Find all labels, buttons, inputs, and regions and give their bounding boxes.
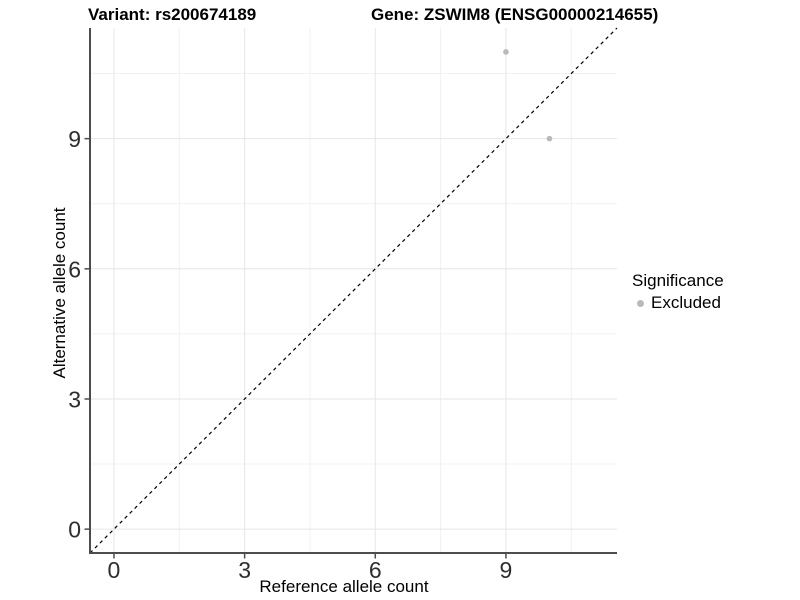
plot-title-variant: Variant: rs200674189 [88, 5, 257, 24]
x-tick-label: 9 [500, 557, 513, 583]
y-tick-label: 6 [68, 256, 81, 282]
legend-point-icon [636, 299, 644, 307]
identity-line [89, 27, 618, 554]
y-tick-label: 9 [68, 126, 81, 152]
legend-item-excluded: Excluded [632, 293, 724, 313]
x-axis-title: Reference allele count [259, 577, 429, 596]
legend-title: Significance [632, 271, 724, 290]
x-tick-label: 3 [238, 557, 251, 583]
y-axis-title: Alternative allele count [50, 207, 69, 379]
x-tick-label: 0 [108, 557, 121, 583]
data-point [503, 49, 509, 55]
legend-key [632, 295, 648, 311]
x-tick-label: 6 [369, 557, 382, 583]
legend: Significance Excluded [632, 271, 724, 313]
plot-title-gene: Gene: ZSWIM8 (ENSG00000214655) [371, 5, 659, 24]
legend-item-label: Excluded [651, 293, 721, 312]
y-tick-label: 3 [68, 386, 81, 412]
data-point [546, 135, 553, 142]
y-tick-label: 0 [68, 517, 81, 543]
